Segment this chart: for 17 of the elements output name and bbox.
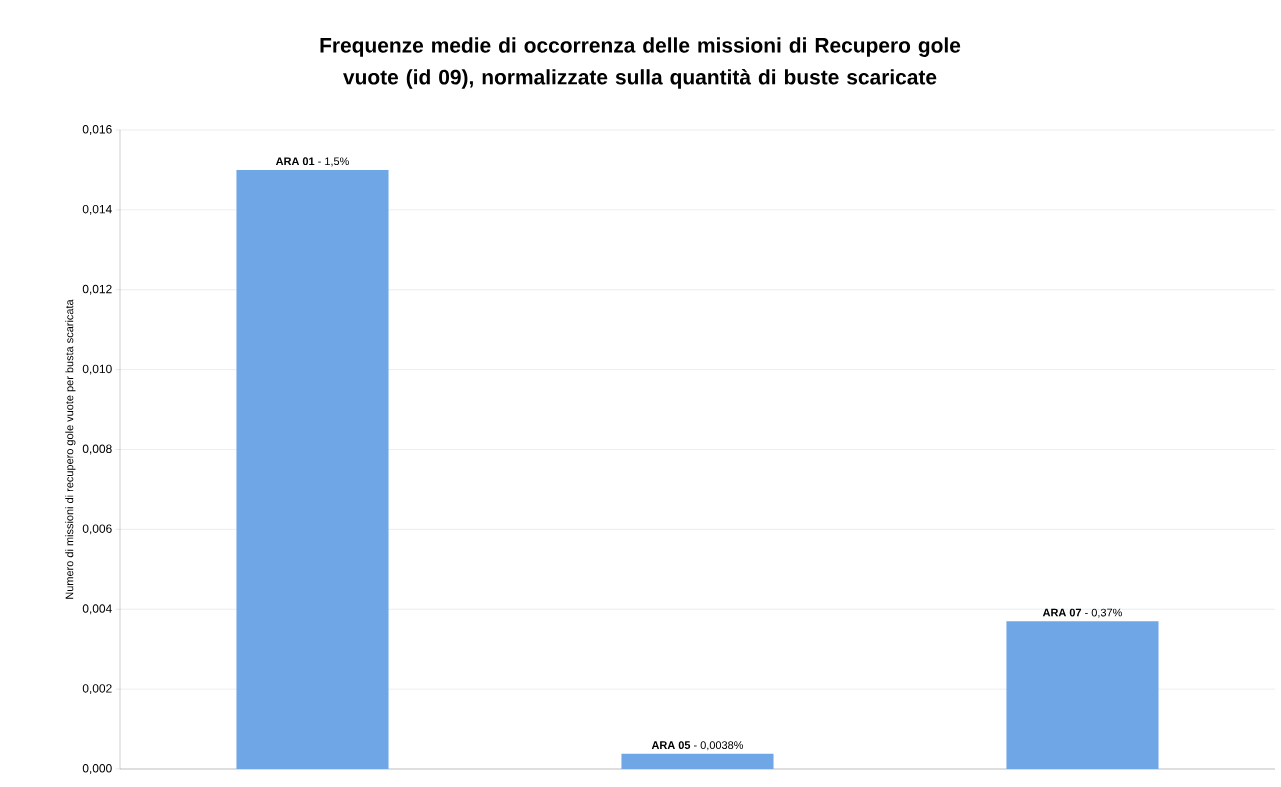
annotation: ARA 05 - 0,0038% — [651, 741, 744, 751]
y-tick-label: 0,004 — [82, 604, 112, 615]
bar — [1006, 621, 1159, 769]
y-tick-label: 0,002 — [82, 684, 112, 695]
y-tick-label: 0,000 — [82, 764, 112, 774]
annotation: ARA 01 - 1,5% — [275, 157, 349, 167]
y-axis-title: Numero di missioni di recupero gole vuote per busta scaricata — [65, 299, 76, 599]
bar — [621, 753, 774, 769]
annotation: ARA 07 - 0,37% — [1042, 608, 1122, 618]
y-tick-label: 0,008 — [82, 444, 112, 455]
chart-title: Frequenze medie di occorrenza delle missioni di Recupero gole vuote (id 09), normalizzate sulla quantità di buste scaricate — [320, 37, 961, 89]
y-tick-label: 0,012 — [82, 284, 112, 295]
y-tick-label: 0,010 — [82, 364, 112, 375]
y-tick-label: 0,016 — [82, 125, 112, 135]
y-tick-label: 0,006 — [82, 524, 112, 535]
bar — [236, 169, 389, 769]
y-tick-label: 0,014 — [82, 204, 112, 215]
